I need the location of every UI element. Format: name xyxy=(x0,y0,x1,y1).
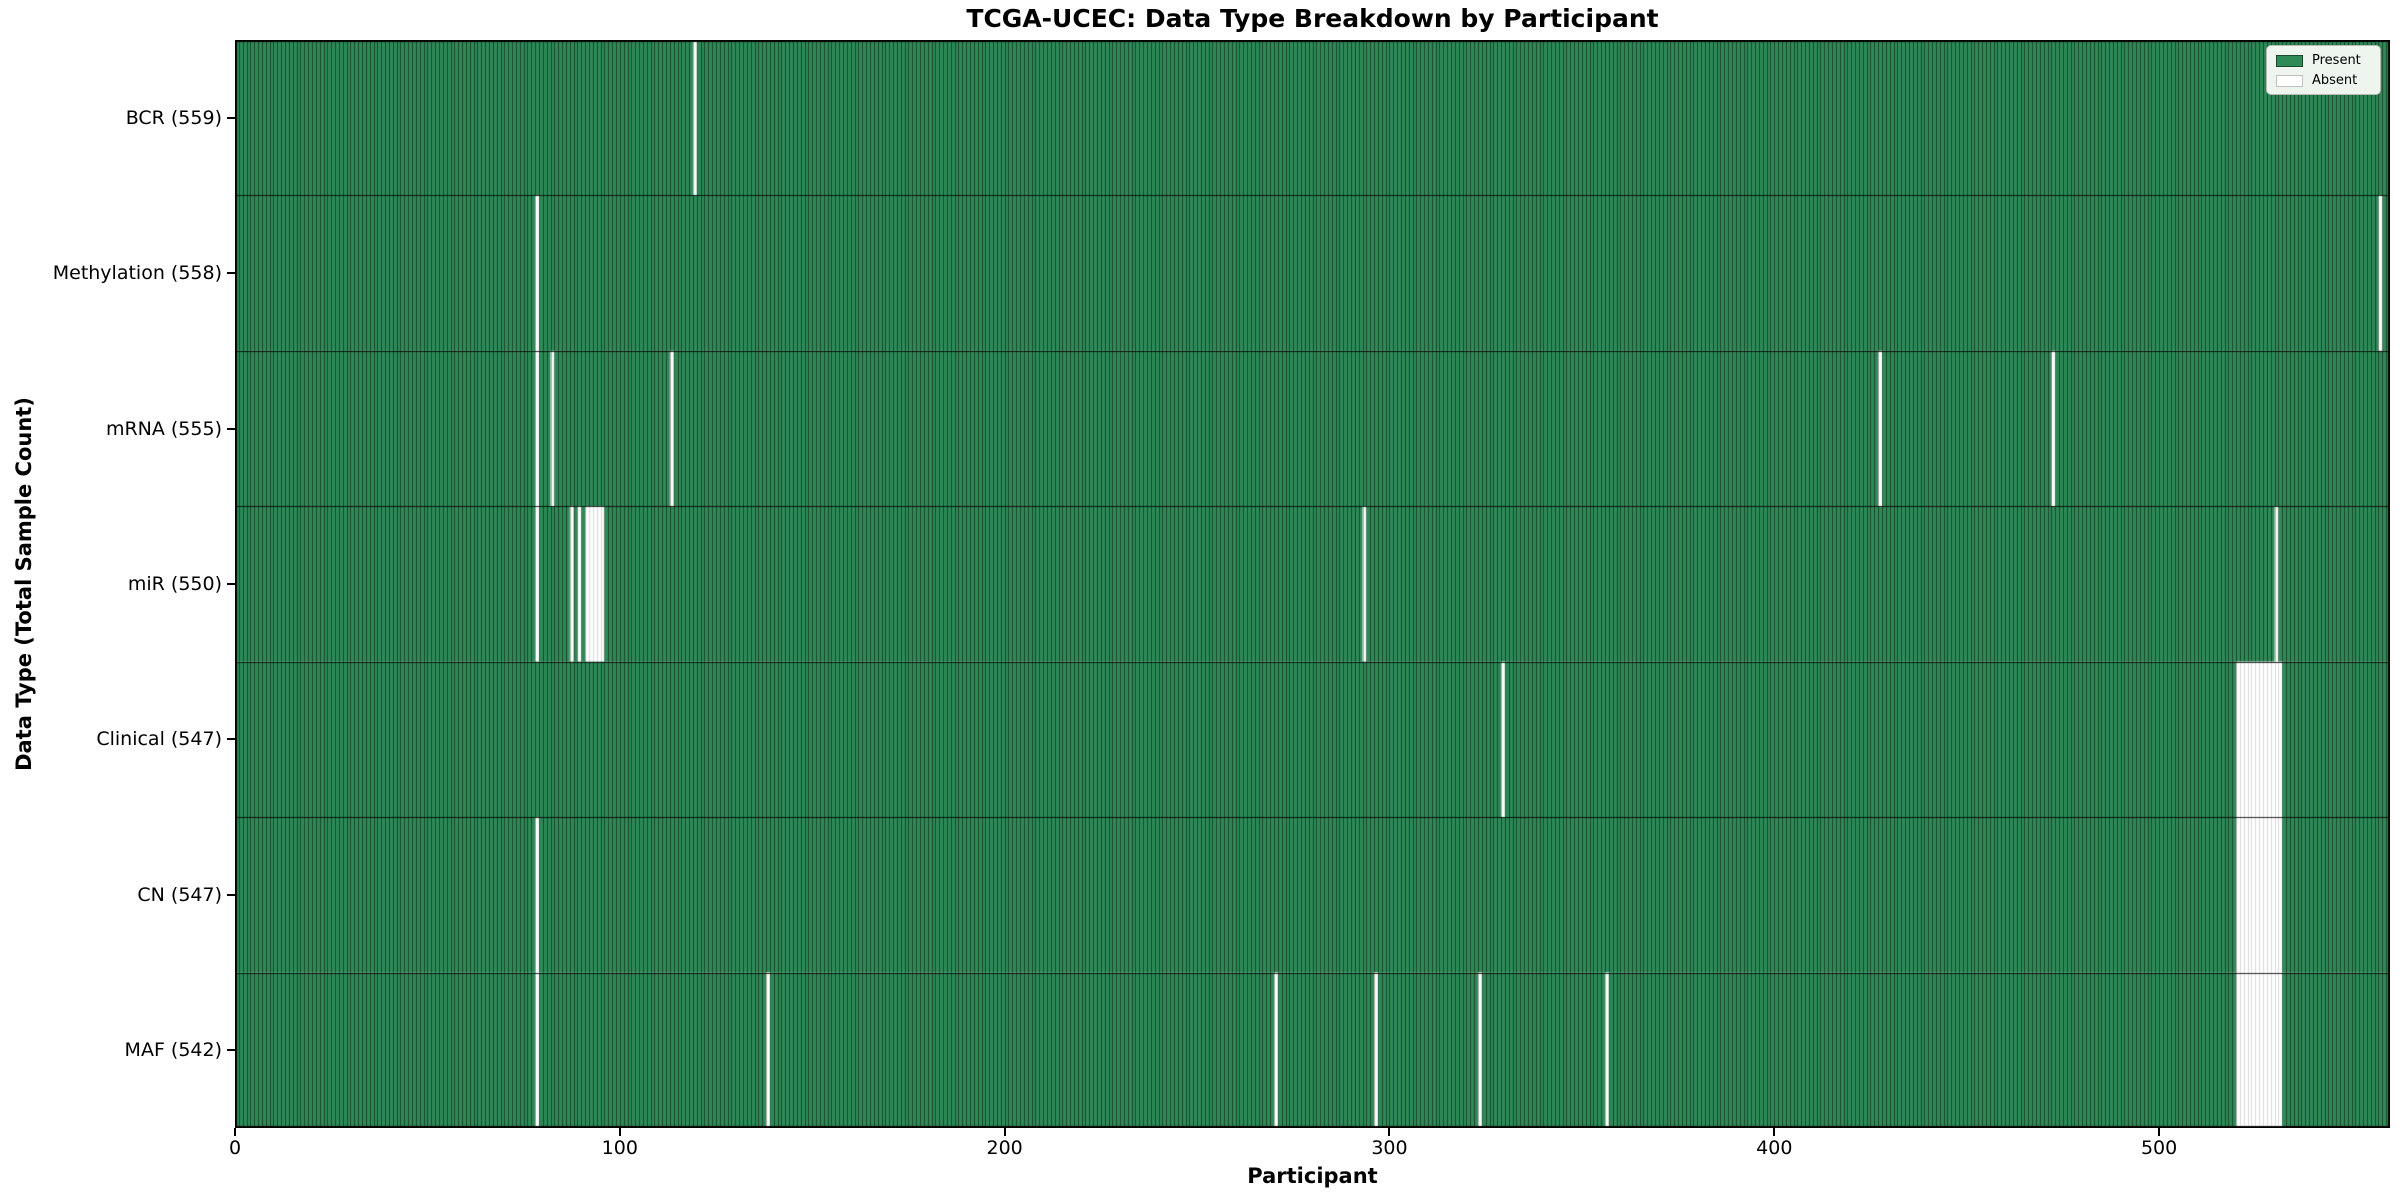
y-tick-mark xyxy=(227,893,235,896)
heatmap-canvas xyxy=(235,40,2390,1128)
y-tick-mark xyxy=(227,1049,235,1052)
plot-area: Present Absent xyxy=(235,40,2390,1128)
x-tick-label: 0 xyxy=(228,1137,242,1159)
legend-entry-absent: Absent xyxy=(2276,73,2372,88)
legend-label-absent: Absent xyxy=(2312,73,2358,88)
y-tick-mark xyxy=(227,738,235,741)
x-tick-label: 400 xyxy=(1756,1137,1793,1159)
chart-title: TCGA-UCEC: Data Type Breakdown by Partic… xyxy=(966,4,1659,33)
x-tick-mark xyxy=(234,1128,236,1136)
y-tick-label: Clinical (547) xyxy=(96,728,222,751)
x-tick-label: 500 xyxy=(2140,1137,2178,1159)
x-tick-mark xyxy=(1773,1128,1776,1136)
y-tick-label: mRNA (555) xyxy=(105,417,222,440)
y-tick-label: BCR (559) xyxy=(125,106,222,129)
absent-swatch xyxy=(2276,74,2303,87)
y-tick-mark xyxy=(227,583,235,585)
y-tick-mark xyxy=(227,427,235,430)
legend-entry-present: Present xyxy=(2276,53,2372,68)
legend-label-present: Present xyxy=(2312,53,2361,68)
y-tick-mark xyxy=(227,272,235,275)
x-tick-mark xyxy=(618,1128,621,1136)
y-tick-label: CN (547) xyxy=(137,883,222,906)
y-tick-mark xyxy=(227,116,235,119)
x-tick-label: 100 xyxy=(601,1137,638,1159)
x-axis-label: Participant xyxy=(1247,1164,1378,1188)
legend: Present Absent xyxy=(2266,45,2381,95)
x-tick-mark xyxy=(2158,1128,2161,1136)
y-tick-label: miR (550) xyxy=(127,573,222,595)
x-tick-mark xyxy=(1003,1128,1006,1136)
present-swatch xyxy=(2276,54,2303,67)
x-tick-label: 300 xyxy=(1371,1137,1408,1159)
x-tick-mark xyxy=(1388,1128,1391,1136)
x-tick-label: 200 xyxy=(986,1137,1023,1159)
y-tick-label: MAF (542) xyxy=(124,1039,222,1062)
y-tick-label: Methylation (558) xyxy=(52,262,222,285)
